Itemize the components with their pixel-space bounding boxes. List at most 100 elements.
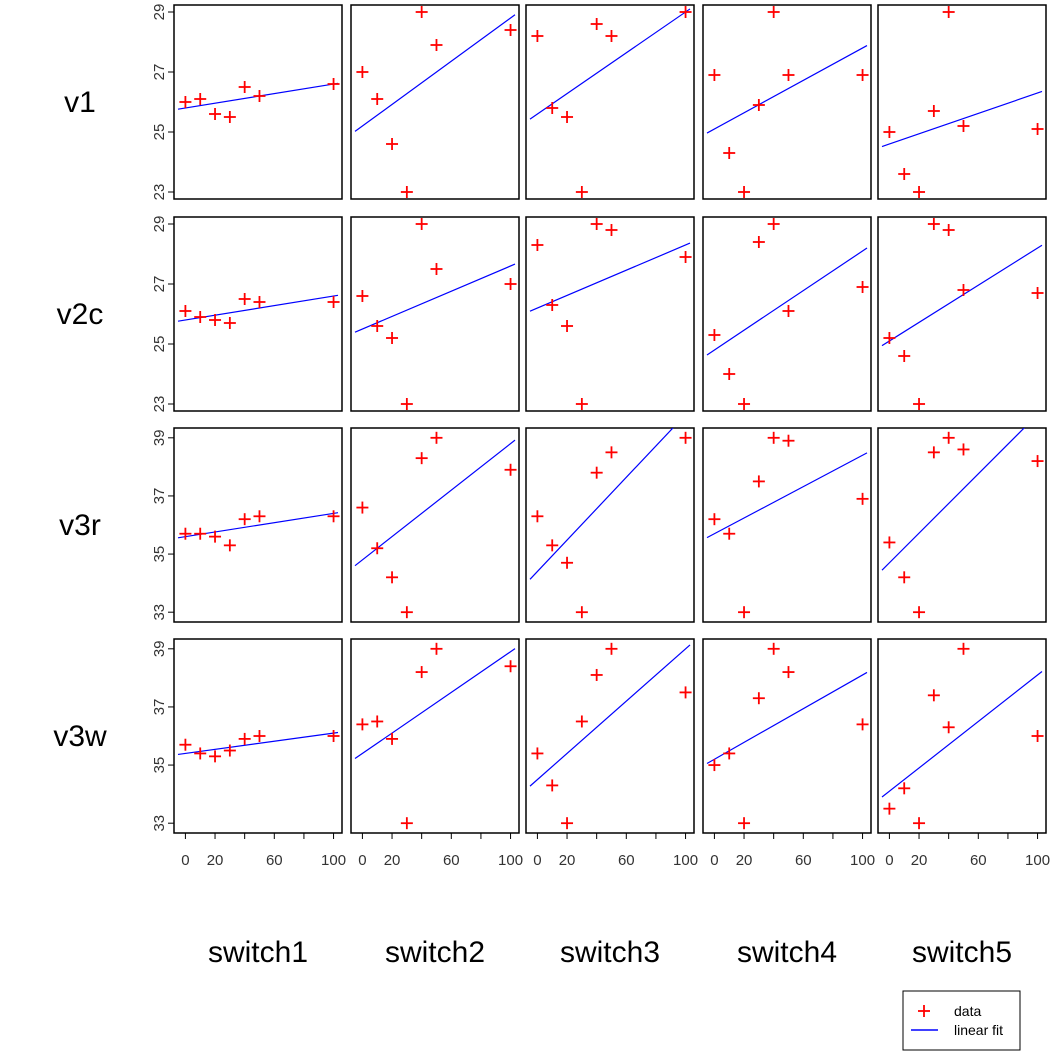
data-point: [738, 398, 751, 410]
panel-frame: [877, 638, 1047, 834]
panel-v3r-switch4: [702, 427, 872, 623]
data-point: [356, 501, 369, 514]
data-point: [415, 6, 428, 18]
panels-layer: 23 25 27 29 23 25 27 29 33 35 37 39 33 35 37 39 0 20 60 100…: [151, 4, 1050, 869]
panel-v3r-switch5: [877, 427, 1047, 623]
panel-v2c-switch3: [525, 216, 695, 412]
data-point: [927, 689, 940, 702]
legend-entry-data: data: [918, 1003, 981, 1019]
y-tick-label: 27: [151, 64, 168, 81]
data-point: [356, 66, 369, 78]
data-point: [708, 513, 721, 526]
data-point: [767, 431, 780, 444]
panel-frame: [525, 427, 695, 623]
data-point: [386, 571, 399, 584]
x-tick-label: 60: [618, 852, 635, 869]
data-point: [883, 802, 896, 815]
x-tick-label: 60: [970, 852, 987, 869]
y-tick-label: 35: [151, 757, 168, 774]
panel-frame: [350, 427, 520, 623]
data-point: [238, 732, 251, 745]
data-point: [546, 539, 559, 552]
column-label-switch1: switch1: [208, 936, 308, 969]
panel-frame: [525, 4, 695, 200]
data-point: [708, 69, 721, 81]
data-point: [1031, 287, 1044, 299]
panel-v2c-switch1: 23 25 27 29: [151, 216, 343, 412]
y-tick-label: 33: [151, 815, 168, 832]
fit-line: [881, 244, 1043, 347]
x-tick-label: 0: [358, 852, 366, 869]
data-point: [238, 81, 251, 93]
data-point: [400, 817, 413, 830]
data-point: [504, 660, 517, 673]
data-point: [504, 24, 517, 36]
data-point: [856, 492, 869, 505]
data-point: [913, 606, 926, 619]
data-point: [782, 69, 795, 81]
data-point: [590, 218, 603, 230]
panel-frame: [173, 638, 343, 834]
data-point: [575, 606, 588, 619]
fit-line: [177, 731, 339, 756]
data-point: [546, 102, 559, 114]
fit-line: [881, 671, 1043, 798]
data-point: [1031, 123, 1044, 135]
column-label-switch4: switch4: [737, 936, 837, 969]
y-tick-label: 25: [151, 336, 168, 353]
data-point: [738, 606, 751, 619]
data-point: [194, 93, 207, 105]
panel-frame: [702, 638, 872, 834]
panel-v3w-switch2: 0 20 60 100: [350, 638, 523, 869]
row-label-v1: v1: [64, 86, 96, 119]
data-point: [605, 224, 618, 236]
data-point: [356, 290, 369, 302]
data-point: [179, 305, 192, 317]
data-point: [531, 239, 544, 251]
data-point: [400, 398, 413, 410]
panel-v1-switch4: [702, 4, 872, 200]
data-point: [1031, 455, 1044, 468]
panel-v1-switch1: 23 25 27 29: [151, 4, 343, 201]
data-point: [430, 263, 443, 275]
data-point: [957, 120, 970, 132]
data-point: [209, 530, 222, 543]
data-point: [223, 744, 236, 757]
data-point: [927, 105, 940, 117]
data-point: [531, 30, 544, 42]
data-point: [752, 236, 765, 248]
y-tick-label: 23: [151, 184, 168, 201]
data-point: [605, 30, 618, 42]
data-point: [883, 126, 896, 138]
panel-frame: [525, 216, 695, 412]
x-tick-label: 20: [736, 852, 753, 869]
panel-frame: [877, 4, 1047, 200]
data-point: [371, 93, 384, 105]
x-tick-label: 100: [498, 852, 523, 869]
data-point: [179, 738, 192, 751]
y-tick-label: 39: [151, 429, 168, 446]
panel-v3r-switch3: [525, 427, 695, 623]
fit-line: [881, 428, 1025, 571]
panel-v3w-switch1: 33 35 37 39 0 20 60 100: [151, 638, 346, 869]
x-tick-label: 60: [443, 852, 460, 869]
data-point: [327, 296, 340, 308]
fit-line: [706, 452, 868, 539]
data-point: [708, 329, 721, 341]
data-point: [238, 513, 251, 526]
data-point: [430, 431, 443, 444]
data-point: [767, 6, 780, 18]
fit-line: [354, 439, 516, 567]
row-label-v2c: v2c: [57, 298, 104, 331]
y-tick-label: 29: [151, 216, 168, 233]
x-tick-label: 0: [181, 852, 189, 869]
data-point: [430, 642, 443, 655]
data-point: [356, 718, 369, 731]
panel-frame: [350, 638, 520, 834]
data-point: [957, 443, 970, 456]
data-point: [531, 747, 544, 760]
legend: data linear fit: [902, 990, 1021, 1051]
panel-frame: [173, 216, 343, 412]
panel-v3r-switch2: [350, 427, 520, 623]
